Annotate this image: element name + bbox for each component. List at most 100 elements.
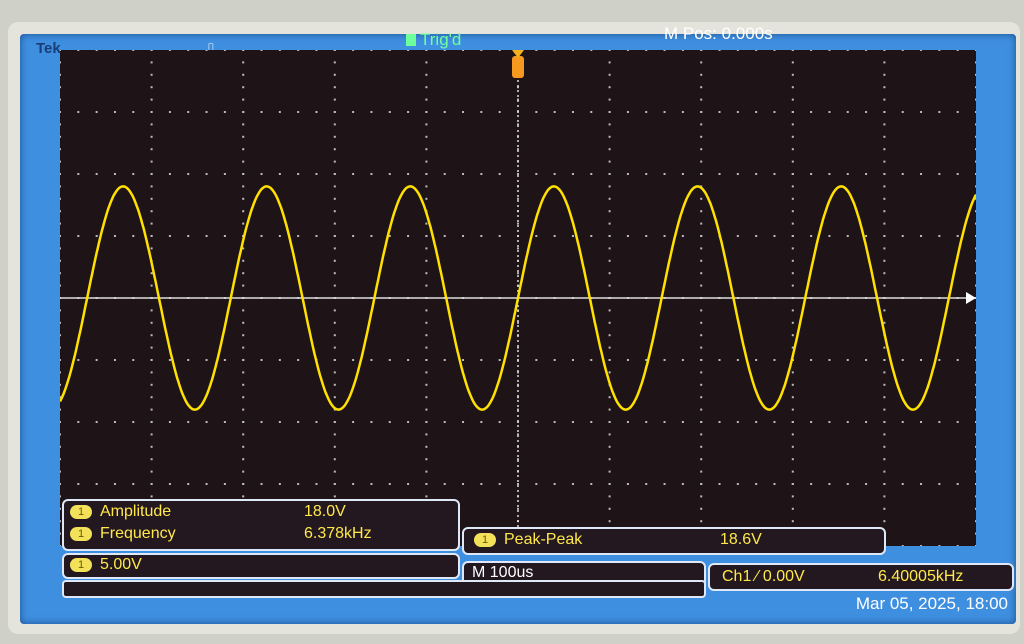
grid-dot (60, 61, 61, 64)
grid-dot (846, 111, 849, 113)
ch1-scale-panel[interactable]: 1 5.00V (62, 553, 460, 579)
grid-dot (242, 160, 245, 163)
grid-dot (150, 148, 153, 151)
grid-dot (333, 371, 336, 374)
grid-dot (883, 73, 886, 76)
grid-dot (883, 173, 886, 175)
grid-dot (297, 173, 300, 175)
frequency-value: 6.378kHz (304, 525, 372, 542)
grid-dot (425, 61, 428, 64)
grid-dot (425, 259, 428, 262)
grid-dot (333, 185, 336, 188)
grid-dot (242, 483, 245, 485)
grid-dot (407, 483, 410, 485)
grid-dot (242, 98, 245, 101)
grid-dot (700, 383, 703, 386)
grid-dot (370, 50, 373, 51)
trigger-status-icon (406, 34, 416, 46)
grid-dot (113, 421, 116, 423)
grid-dot (278, 359, 281, 361)
grid-dot (626, 483, 629, 485)
grid-dot (700, 433, 703, 436)
grid-dot (865, 111, 868, 113)
grid-dot (883, 396, 886, 399)
grid-dot (60, 321, 61, 324)
grid-dot (608, 334, 611, 337)
grid-dot (608, 371, 611, 374)
grid-dot (425, 458, 428, 461)
grid-dot (242, 222, 245, 225)
grid-dot (242, 111, 245, 113)
grid-dot (150, 61, 153, 64)
grid-dot (333, 98, 336, 101)
grid-dot (700, 334, 703, 337)
grid-dot (975, 247, 976, 250)
grid-dot (480, 483, 483, 485)
grid-dot (60, 507, 61, 510)
grid-dot (168, 359, 171, 361)
grid-dot (535, 111, 538, 113)
amplitude-value: 18.0V (304, 503, 346, 520)
grid-dot (205, 421, 208, 423)
grid-dot (975, 359, 976, 361)
grid-dot (938, 545, 941, 546)
grid-dot (333, 73, 336, 76)
grid-dot (938, 173, 941, 175)
grid-dot (333, 86, 336, 89)
grid-dot (132, 235, 135, 237)
grid-dot (60, 247, 61, 250)
grid-dot (810, 483, 813, 485)
grid-dot (975, 495, 976, 498)
grid-dot (883, 123, 886, 126)
grid-dot (150, 160, 153, 163)
grid-dot (755, 50, 758, 51)
grid-dot (333, 61, 336, 64)
grid-dot (60, 495, 61, 498)
grid-dot (791, 272, 794, 275)
grid-dot (60, 123, 61, 126)
grid-dot (590, 50, 593, 51)
grid-dot (608, 210, 611, 213)
grid-dot (60, 545, 61, 546)
grid-dot (315, 173, 318, 175)
grid-dot (462, 111, 465, 113)
trigger-panel[interactable]: Ch1 ⁄ 0.00V 6.40005kHz (708, 563, 1014, 591)
grid-dot (150, 470, 153, 473)
grid-dot (333, 346, 336, 349)
grid-dot (590, 483, 593, 485)
grid-dot (608, 61, 611, 64)
grid-dot (425, 111, 428, 113)
grid-dot (425, 73, 428, 76)
grid-dot (883, 383, 886, 386)
message-bar (62, 580, 706, 598)
grid-dot (773, 50, 776, 51)
grid-dot (975, 272, 976, 275)
grid-dot (883, 259, 886, 262)
grid-dot (95, 483, 98, 485)
grid-dot (425, 135, 428, 138)
grid-dot (425, 272, 428, 275)
grid-dot (480, 359, 483, 361)
grid-dot (645, 359, 648, 361)
grid-dot (223, 359, 226, 361)
grid-dot (150, 483, 153, 485)
grid-dot (260, 359, 263, 361)
grid-dot (187, 50, 190, 51)
grid-dot (700, 123, 703, 126)
grid-dot (791, 222, 794, 225)
grid-dot (168, 173, 171, 175)
grid-dot (828, 421, 831, 423)
trigger-frequency: 6.40005kHz (878, 568, 964, 585)
grid-dot (901, 421, 904, 423)
grid-dot (571, 235, 574, 237)
grid-dot (168, 235, 171, 237)
grid-dot (700, 507, 703, 510)
grid-dot (883, 160, 886, 163)
grid-dot (700, 235, 703, 237)
grid-dot (425, 321, 428, 324)
grid-dot (865, 50, 868, 51)
grid-dot (608, 458, 611, 461)
grid-dot (517, 383, 519, 386)
grid-dot (517, 321, 519, 324)
grid-dot (975, 383, 976, 386)
